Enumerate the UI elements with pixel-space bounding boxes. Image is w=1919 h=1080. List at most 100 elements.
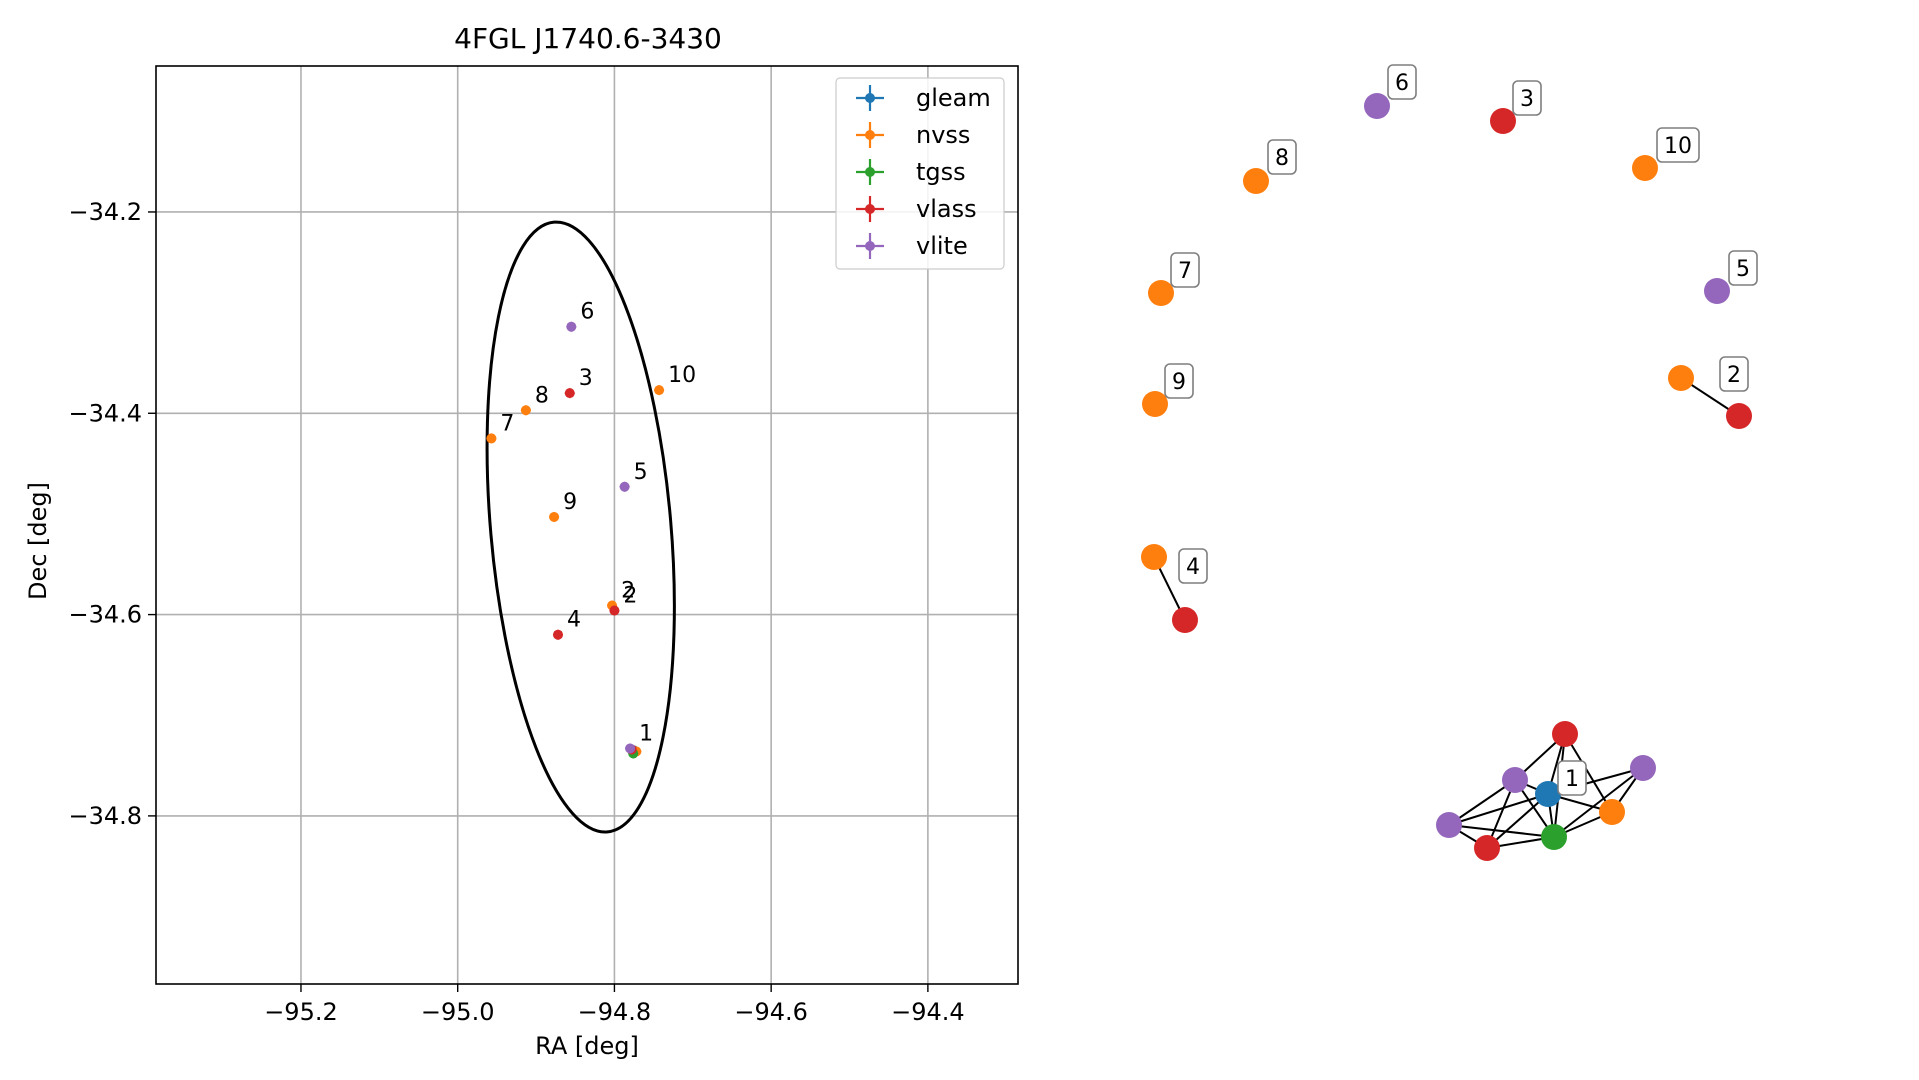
vlite-point bbox=[566, 321, 577, 332]
graph-node bbox=[1541, 824, 1567, 850]
legend-label-vlite: vlite bbox=[916, 232, 968, 260]
graph-node bbox=[1632, 155, 1658, 181]
node-label: 1 bbox=[1565, 767, 1579, 792]
data-points bbox=[486, 321, 665, 759]
node-label: 5 bbox=[1736, 257, 1750, 282]
point-label: 8 bbox=[535, 383, 549, 408]
legend-entries: gleam nvss tgss vlass vlite bbox=[856, 84, 991, 260]
graph-node bbox=[1726, 403, 1752, 429]
node-label: 7 bbox=[1178, 259, 1192, 284]
graph-node bbox=[1630, 755, 1656, 781]
legend-marker-dot bbox=[865, 130, 875, 140]
node-label-box bbox=[1170, 252, 1200, 288]
node-label-box bbox=[1512, 80, 1542, 116]
node-label-box bbox=[1557, 760, 1587, 796]
node-label-box bbox=[1387, 64, 1417, 100]
legend-marker-dot bbox=[865, 241, 875, 251]
point-label: 10 bbox=[668, 363, 696, 388]
graph-node bbox=[1142, 391, 1168, 417]
vlass-point bbox=[564, 388, 575, 399]
node-label: 10 bbox=[1664, 134, 1692, 159]
point-label: 5 bbox=[634, 460, 648, 485]
legend: gleam nvss tgss vlass vlite bbox=[835, 77, 1005, 270]
legend-marker-dot bbox=[865, 204, 875, 214]
nvss-point bbox=[520, 405, 531, 416]
x-axis-ticks: −95.2 −95.0 −94.8 −94.6 −94.4 bbox=[264, 984, 965, 1026]
graph-edge bbox=[1564, 733, 1613, 813]
graph-node bbox=[1599, 799, 1625, 825]
y-tick-label: −34.6 bbox=[68, 601, 142, 629]
nvss-point bbox=[654, 385, 665, 396]
node-label: 3 bbox=[1520, 87, 1534, 112]
node-label: 2 bbox=[1727, 363, 1741, 388]
point-label: 2 bbox=[621, 579, 635, 604]
graph-node bbox=[1474, 835, 1500, 861]
x-tick-label: −94.4 bbox=[891, 998, 965, 1026]
legend-label-tgss: tgss bbox=[916, 158, 966, 186]
node-label: 8 bbox=[1275, 146, 1289, 171]
y-tick-label: −34.4 bbox=[68, 399, 142, 427]
graph-node bbox=[1148, 280, 1174, 306]
x-tick-label: −95.2 bbox=[264, 998, 338, 1026]
graph-node bbox=[1141, 544, 1167, 570]
nvss-point bbox=[549, 511, 560, 522]
point-label: 3 bbox=[579, 366, 593, 391]
y-tick-label: −34.2 bbox=[68, 198, 142, 226]
graph-edge bbox=[1448, 824, 1555, 838]
legend-label-vlass: vlass bbox=[916, 195, 977, 223]
point-label: 9 bbox=[563, 490, 577, 515]
legend-label-nvss: nvss bbox=[916, 121, 970, 149]
graph-node bbox=[1535, 781, 1561, 807]
node-label-box bbox=[1164, 363, 1194, 399]
node-label-box bbox=[1719, 356, 1749, 392]
chart-title: 4FGL J1740.6-3430 bbox=[454, 22, 722, 55]
network-graph: 1 2 3 4 5 6 7 8 9 10 bbox=[1141, 64, 1758, 861]
y-tick-label: −34.8 bbox=[68, 802, 142, 830]
legend-box bbox=[835, 77, 1005, 270]
graph-node bbox=[1436, 812, 1462, 838]
legend-marker-dot bbox=[865, 167, 875, 177]
error-ellipse bbox=[485, 220, 676, 834]
graph-node bbox=[1490, 108, 1516, 134]
nvss-point bbox=[486, 433, 497, 444]
graph-node bbox=[1704, 278, 1730, 304]
node-label-box bbox=[1728, 250, 1758, 286]
point-label: 4 bbox=[567, 608, 581, 633]
graph-edge bbox=[1553, 767, 1644, 838]
graph-edge bbox=[1448, 779, 1516, 826]
x-tick-label: −95.0 bbox=[421, 998, 495, 1026]
point-label: 2 bbox=[623, 584, 637, 609]
x-tick-label: −94.6 bbox=[734, 998, 808, 1026]
point-labels: 2 78 9 10 3 4 2 6 5 1 bbox=[500, 300, 696, 747]
localization-ellipse bbox=[485, 220, 676, 834]
point-label: 7 bbox=[500, 411, 514, 436]
graph-node bbox=[1502, 767, 1528, 793]
graph-edge bbox=[1448, 793, 1549, 826]
node-label: 6 bbox=[1395, 71, 1409, 96]
graph-node bbox=[1668, 365, 1694, 391]
legend-marker-dot bbox=[865, 93, 875, 103]
node-label-box bbox=[1656, 127, 1700, 163]
vlass-point bbox=[609, 605, 620, 616]
legend-label-gleam: gleam bbox=[916, 84, 991, 112]
graph-node-labels: 1 2 3 4 5 6 7 8 9 10 bbox=[1164, 64, 1758, 796]
node-label-box bbox=[1267, 139, 1297, 175]
x-tick-label: −94.8 bbox=[578, 998, 652, 1026]
vlite-point bbox=[619, 481, 630, 492]
point-label: 1 bbox=[639, 721, 653, 746]
axes-frame bbox=[155, 65, 1019, 985]
x-axis-label: RA [deg] bbox=[535, 1032, 639, 1060]
graph-node bbox=[1364, 93, 1390, 119]
graph-node bbox=[1243, 168, 1269, 194]
node-label: 9 bbox=[1172, 370, 1186, 395]
vlite-point bbox=[625, 743, 636, 754]
graph-nodes bbox=[1141, 93, 1752, 861]
node-label: 4 bbox=[1186, 555, 1200, 580]
y-axis-ticks: −34.2 −34.4 −34.6 −34.8 bbox=[68, 198, 156, 830]
graph-node bbox=[1552, 721, 1578, 747]
node-label-box bbox=[1178, 548, 1208, 584]
vlass-point bbox=[553, 629, 564, 640]
graph-node bbox=[1172, 607, 1198, 633]
